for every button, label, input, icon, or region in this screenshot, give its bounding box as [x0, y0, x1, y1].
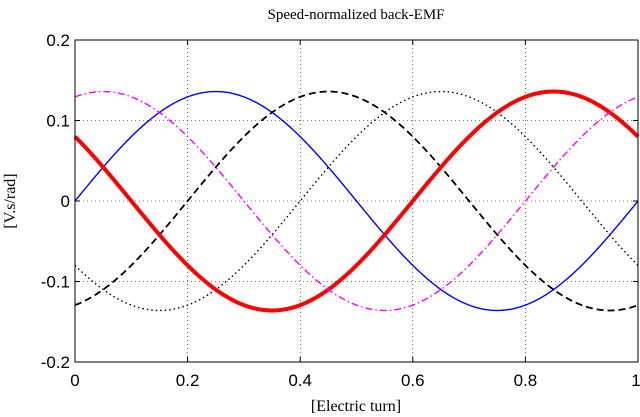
y-tick-label: 0.1: [46, 112, 70, 131]
series-line-2: [74, 90, 639, 312]
y-tick-label: -0.2: [41, 353, 70, 372]
series-line-1: [74, 90, 639, 312]
series-line-5: [74, 90, 639, 312]
x-tick-label: 0.2: [176, 371, 200, 390]
y-axis-label: [V.s/rad]: [2, 173, 19, 228]
x-tick-label: 0.6: [401, 371, 425, 390]
x-axis-label: [Electric turn]: [311, 398, 401, 415]
series-line-4: [73, 89, 640, 313]
y-tick-label: -0.1: [41, 273, 70, 292]
series-lines: [73, 89, 640, 313]
x-tick-labels: 0 0.2 0.4 0.6 0.8 1: [70, 371, 640, 390]
y-tick-labels: 0.2 0.1 0 -0.1 -0.2: [41, 31, 70, 372]
x-tick-label: 0: [70, 371, 79, 390]
x-tick-label: 0.4: [288, 371, 312, 390]
tick-marks: [74, 39, 639, 363]
chart-title: Speed-normalized back-EMF: [267, 7, 444, 23]
x-tick-label: 1: [631, 371, 640, 390]
y-tick-label: 0.2: [46, 31, 70, 50]
x-tick-label: 0.8: [514, 371, 538, 390]
y-tick-label: 0: [61, 192, 70, 211]
